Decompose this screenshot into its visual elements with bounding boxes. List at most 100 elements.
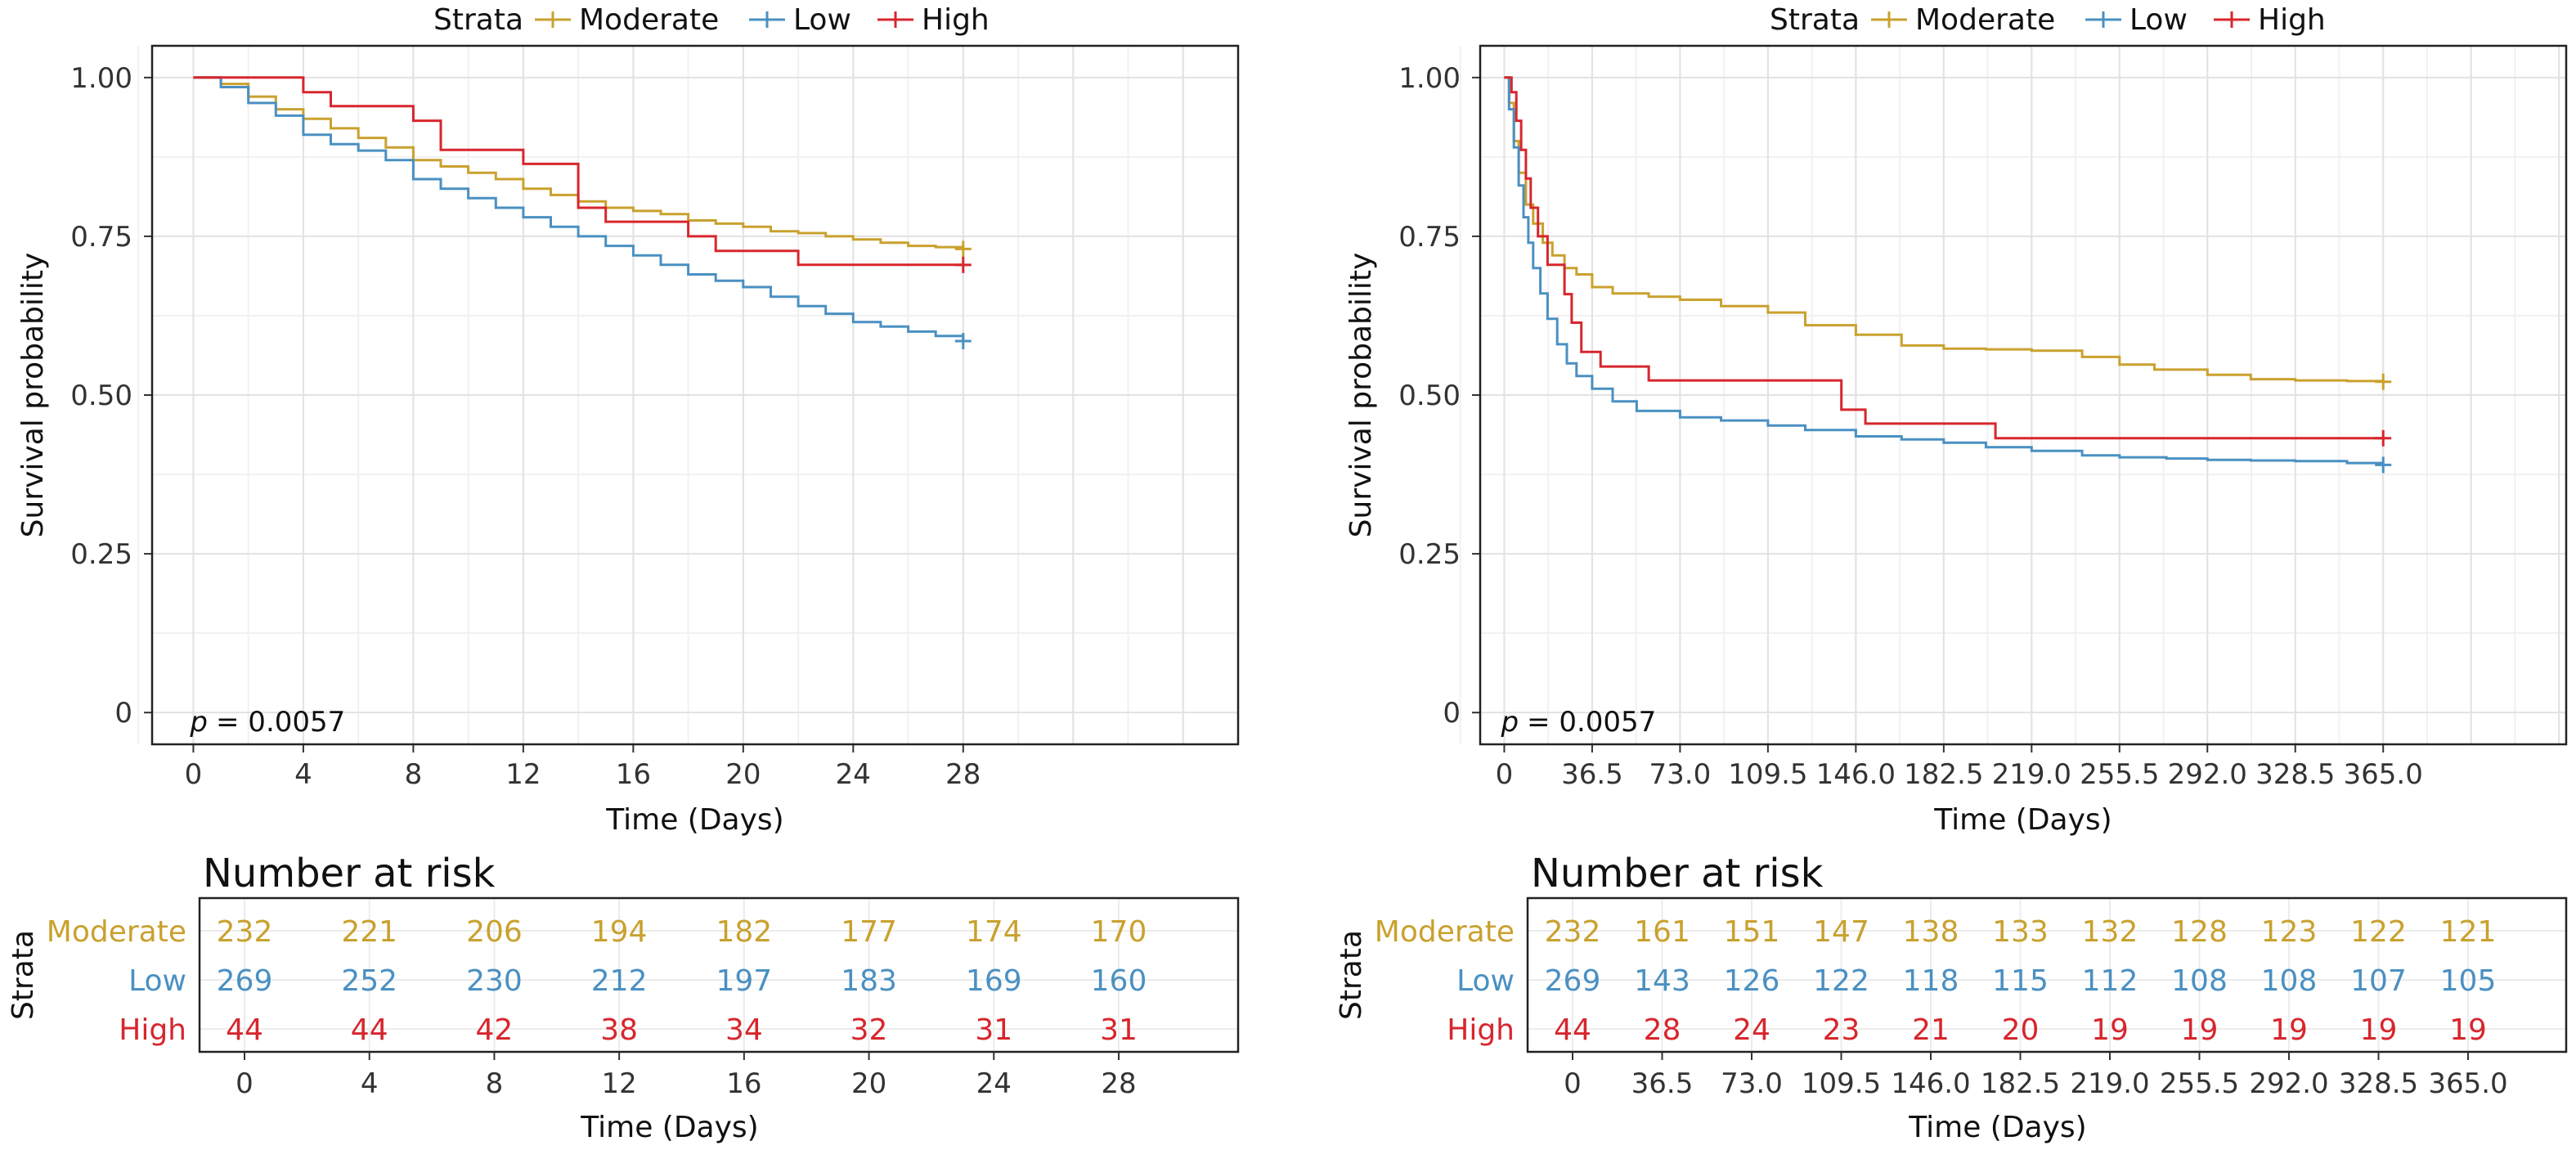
risk-cell: 160 [1091, 964, 1147, 998]
x-tick-label: 182.5 [1904, 758, 1983, 791]
risk-table-title: Number at risk [203, 851, 496, 896]
risk-cell: 115 [1992, 964, 2049, 998]
risk-table: Number at risk Moderate 232 221 206 194 182 177… [7, 851, 1240, 1144]
risk-cell: 19 [2091, 1013, 2129, 1047]
y-tick-label: 0.25 [1398, 538, 1461, 571]
risk-x-tick-label: 28 [1101, 1067, 1136, 1100]
risk-x-tick-label: 24 [976, 1067, 1012, 1100]
legend-label-low: Low [793, 3, 851, 37]
risk-x-tick-label: 255.5 [2160, 1067, 2239, 1100]
x-tick-label: 146.0 [1816, 758, 1896, 791]
x-tick-label: 36.5 [1561, 758, 1623, 791]
p-value-symbol: p [189, 706, 208, 739]
risk-cell: 19 [2181, 1013, 2219, 1047]
risk-x-tick-label: 36.5 [1631, 1067, 1694, 1100]
risk-row-label-high: High [119, 1013, 186, 1047]
risk-cell: 177 [841, 915, 897, 949]
risk-x-tick-label: 182.5 [1981, 1067, 2060, 1100]
risk-cell: 21 [1912, 1013, 1950, 1047]
x-axis-title: Time (Days) [1933, 803, 2112, 837]
risk-cell: 128 [2171, 915, 2228, 949]
risk-cell: 174 [966, 915, 1022, 949]
risk-x-tick-label: 146.0 [1891, 1067, 1970, 1100]
risk-cell: 170 [1091, 915, 1147, 949]
risk-cell: 107 [2350, 964, 2407, 998]
x-tick-label: 328.5 [2255, 758, 2335, 791]
risk-x-axis-title: Time (Days) [1908, 1111, 2086, 1144]
risk-cell: 122 [2350, 915, 2407, 949]
legend-label-moderate: Moderate [579, 3, 719, 37]
risk-cell: 105 [2440, 964, 2497, 998]
plot-border [1479, 44, 2568, 746]
risk-cell: 252 [341, 964, 397, 998]
survival-plot: 0 0.25 0.50 0.75 1.00 0 36.5 73.0 109.5 146.0 182.… [1344, 44, 2568, 837]
x-tick-label: 8 [405, 758, 423, 791]
x-tick-label: 0 [1496, 758, 1514, 791]
x-tick-label: 24 [836, 758, 871, 791]
risk-cell: 212 [591, 964, 648, 998]
risk-x-tick-label: 365.0 [2428, 1067, 2507, 1100]
y-tick-label: 0.50 [70, 380, 132, 412]
risk-cell: 269 [217, 964, 273, 998]
p-value-annotation: p = 0.0057 [189, 706, 345, 739]
risk-table-title: Number at risk [1531, 851, 1824, 896]
risk-x-axis-title: Time (Days) [580, 1111, 758, 1144]
risk-cell: 118 [1903, 964, 1959, 998]
km-curve-high [1504, 76, 2384, 440]
p-value-number: = 0.0057 [1527, 706, 1656, 739]
risk-x-tick-label: 292.0 [2249, 1067, 2328, 1100]
risk-cell: 24 [1733, 1013, 1770, 1047]
risk-cell: 182 [716, 915, 772, 949]
risk-cell: 23 [1823, 1013, 1860, 1047]
risk-y-axis-title: Strata [7, 930, 40, 1020]
x-tick-label: 4 [294, 758, 312, 791]
y-tick-label: 1.00 [1398, 62, 1461, 95]
risk-cell: 230 [466, 964, 523, 998]
km-curve-low [193, 76, 965, 341]
risk-cell: 132 [2082, 915, 2138, 949]
risk-cell: 194 [591, 915, 648, 949]
risk-row-label-low: Low [1456, 964, 1515, 998]
risk-x-tick-label: 219.0 [2070, 1067, 2149, 1100]
risk-row-label-moderate: Moderate [47, 915, 186, 949]
risk-cell: 108 [2261, 964, 2318, 998]
legend-label-high: High [2258, 3, 2326, 37]
x-tick-label: 28 [945, 758, 981, 791]
risk-cell: 161 [1634, 915, 1690, 949]
x-axis-title: Time (Days) [605, 803, 783, 837]
y-axis-title: Survival probability [1344, 253, 1378, 538]
risk-x-tick-label: 20 [851, 1067, 886, 1100]
x-tick-label: 16 [616, 758, 651, 791]
risk-cell: 44 [226, 1013, 263, 1047]
risk-cell: 143 [1634, 964, 1690, 998]
risk-cell: 31 [975, 1013, 1012, 1047]
risk-cell: 232 [217, 915, 273, 949]
risk-cell: 126 [1724, 964, 1780, 998]
p-value-symbol: p [1500, 706, 1519, 739]
x-tick-label: 12 [505, 758, 541, 791]
risk-cell: 20 [2002, 1013, 2040, 1047]
risk-cell: 123 [2261, 915, 2318, 949]
risk-x-tick-label: 8 [486, 1067, 504, 1100]
risk-x-tick-label: 12 [602, 1067, 637, 1100]
risk-cell: 28 [1644, 1013, 1681, 1047]
p-value-annotation: p = 0.0057 [1500, 706, 1656, 739]
p-value-number: = 0.0057 [216, 706, 345, 739]
y-tick-label: 0.25 [70, 538, 132, 571]
km-curve-low [1504, 76, 2385, 465]
risk-cell: 108 [2171, 964, 2228, 998]
risk-x-tick-label: 16 [726, 1067, 761, 1100]
risk-y-axis-title: Strata [1335, 930, 1368, 1020]
risk-cell: 38 [600, 1013, 638, 1047]
risk-cell: 44 [351, 1013, 388, 1047]
risk-cell: 232 [1545, 915, 1601, 949]
risk-x-tick-label: 4 [361, 1067, 379, 1100]
risk-x-tick-label: 0 [1564, 1067, 1582, 1100]
x-tick-label: 0 [185, 758, 203, 791]
x-tick-label: 109.5 [1728, 758, 1807, 791]
legend-label-low: Low [2129, 3, 2188, 37]
risk-x-tick-label: 109.5 [1802, 1067, 1881, 1100]
risk-cell: 169 [966, 964, 1022, 998]
